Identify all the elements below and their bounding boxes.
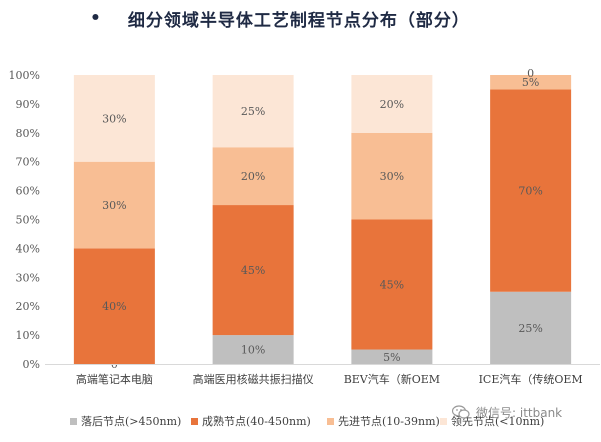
data-label: 20% bbox=[380, 98, 404, 111]
y-tick-label: 40% bbox=[16, 242, 40, 255]
data-label: 20% bbox=[241, 170, 265, 183]
legend: 落后节点(>450nm) 成熟节点(40-450nm) 先进节点(10-39nm) 领… bbox=[70, 414, 544, 428]
y-axis: 0% 10% 20% 30% 40% 50% 60% 70% 80% 90% 100% bbox=[9, 69, 40, 371]
x-axis: 高端笔记本电脑 高端医用核磁共振扫描仪 BEV汽车（新OEM ICE汽车（传统OEM bbox=[45, 364, 600, 386]
data-label: 45% bbox=[380, 279, 404, 292]
y-tick-label: 20% bbox=[16, 300, 40, 313]
category-label: BEV汽车（新OEM bbox=[344, 372, 440, 386]
data-label: 45% bbox=[241, 264, 265, 277]
legend-swatch bbox=[70, 418, 77, 425]
y-tick-label: 100% bbox=[9, 69, 40, 82]
y-tick-label: 70% bbox=[16, 156, 40, 169]
legend-entry: 先进节点(10-39nm) bbox=[338, 415, 440, 428]
y-tick-label: 50% bbox=[16, 214, 40, 227]
y-tick-label: 90% bbox=[16, 98, 40, 111]
data-label: 70% bbox=[518, 185, 542, 198]
data-label: 0 bbox=[527, 67, 534, 80]
data-label: 5% bbox=[522, 76, 539, 89]
bar-segment bbox=[73, 161, 155, 249]
watermark-text: 微信号: ittbank bbox=[476, 405, 563, 420]
bars: 0 40% 30% 30% 10% 45% 20% 25% 5% 45% 30% 20% 25% 70% 5… bbox=[73, 67, 572, 371]
data-label: 30% bbox=[102, 199, 126, 212]
data-label: 25% bbox=[518, 322, 542, 335]
bar-segment bbox=[73, 248, 155, 364]
watermark: 微信号: ittbank bbox=[451, 403, 563, 421]
bar-segment bbox=[212, 205, 294, 336]
title-text: 细分领域半导体工艺制程节点分布（部分） bbox=[127, 10, 470, 31]
data-label: 10% bbox=[241, 344, 265, 357]
data-label: 40% bbox=[102, 300, 126, 313]
data-label: 5% bbox=[383, 351, 400, 364]
data-label: 25% bbox=[241, 105, 265, 118]
y-tick-label: 10% bbox=[16, 329, 40, 342]
bar-segment bbox=[351, 132, 433, 220]
bar-segment bbox=[212, 147, 294, 206]
bar-segment bbox=[73, 75, 155, 162]
chart-title: • 细分领域半导体工艺制程节点分布（部分） bbox=[90, 4, 550, 32]
bar-segment bbox=[490, 291, 572, 364]
title-bullet: • bbox=[90, 8, 102, 28]
bar-segment bbox=[351, 219, 433, 350]
bar-segment bbox=[212, 75, 294, 148]
y-tick-label: 60% bbox=[16, 185, 40, 198]
bar-segment bbox=[351, 349, 433, 364]
legend-swatch bbox=[191, 418, 198, 425]
legend-swatch bbox=[327, 418, 334, 425]
data-label: 30% bbox=[380, 170, 404, 183]
bar-segment bbox=[490, 89, 572, 292]
legend-swatch bbox=[440, 418, 447, 425]
legend-entry: 领先节点(<10nm) bbox=[451, 415, 544, 428]
wechat-icon bbox=[451, 405, 470, 419]
legend-entry: 成熟节点(40-450nm) bbox=[202, 414, 311, 428]
bar-segment bbox=[212, 335, 294, 364]
category-label: 高端医用核磁共振扫描仪 bbox=[193, 372, 314, 386]
data-label: 30% bbox=[102, 112, 126, 125]
y-tick-label: 0% bbox=[23, 358, 40, 371]
y-tick-label: 80% bbox=[16, 127, 40, 140]
bar-segment bbox=[351, 75, 433, 133]
category-label: 高端笔记本电脑 bbox=[76, 372, 153, 386]
legend-entry: 落后节点(>450nm) bbox=[81, 415, 181, 428]
bar-segment bbox=[490, 75, 572, 90]
category-label: ICE汽车（传统OEM bbox=[479, 372, 583, 386]
y-tick-label: 30% bbox=[16, 271, 40, 284]
